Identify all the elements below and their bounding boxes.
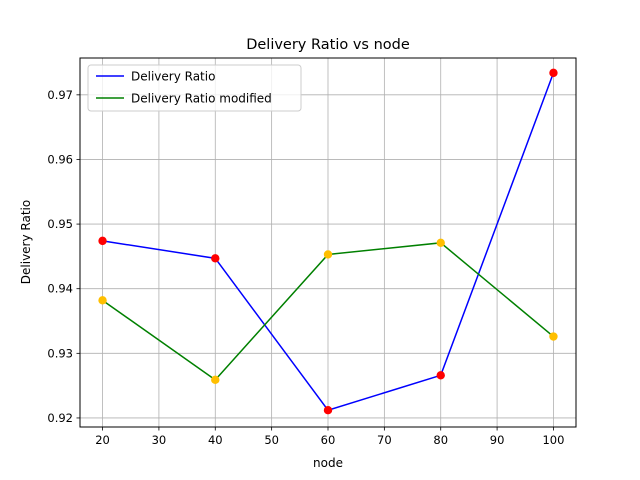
legend-label-delivery-ratio: Delivery Ratio xyxy=(131,70,215,84)
y-axis-ticks: 0.92 0.93 0.94 0.95 0.96 0.97 xyxy=(47,88,80,425)
y-tick-label: 0.93 xyxy=(47,346,73,360)
y-tick-label: 0.95 xyxy=(47,217,73,231)
legend: Delivery Ratio Delivery Ratio modified xyxy=(87,64,302,112)
x-tick-label: 30 xyxy=(152,433,167,447)
x-tick-label: 60 xyxy=(321,433,336,447)
y-tick-label: 0.97 xyxy=(47,88,73,102)
y-tick-label: 0.96 xyxy=(47,152,73,166)
x-tick-label: 20 xyxy=(95,433,110,447)
x-axis-label: node xyxy=(313,456,343,470)
data-point-delivery-ratio-modified xyxy=(211,375,220,385)
y-tick-label: 0.92 xyxy=(47,411,73,425)
data-point-delivery-ratio xyxy=(549,68,558,78)
data-point-delivery-ratio-modified xyxy=(436,238,445,248)
data-point-delivery-ratio xyxy=(98,236,107,246)
data-point-delivery-ratio xyxy=(211,254,220,263)
series-layer xyxy=(98,68,558,415)
data-point-delivery-ratio xyxy=(436,371,445,380)
data-point-delivery-ratio xyxy=(323,405,333,415)
x-tick-label: 90 xyxy=(490,433,505,447)
x-tick-label: 70 xyxy=(377,433,392,447)
data-point-delivery-ratio-modified xyxy=(549,332,558,341)
x-tick-label: 40 xyxy=(208,433,223,447)
y-tick-label: 0.94 xyxy=(47,282,73,296)
x-axis-ticks: 20 30 40 50 60 70 80 90 100 xyxy=(95,427,564,447)
data-point-delivery-ratio-modified xyxy=(98,296,107,305)
legend-box xyxy=(87,64,302,112)
y-axis-label: Delivery Ratio xyxy=(19,200,33,284)
x-tick-label: 80 xyxy=(433,433,448,447)
grid xyxy=(80,58,576,427)
data-point-delivery-ratio-modified xyxy=(323,250,333,259)
legend-label-delivery-ratio-modified: Delivery Ratio modified xyxy=(131,92,272,106)
x-tick-label: 100 xyxy=(542,433,564,447)
chart-title: Delivery Ratio vs node xyxy=(246,37,410,53)
x-tick-label: 50 xyxy=(264,433,279,447)
